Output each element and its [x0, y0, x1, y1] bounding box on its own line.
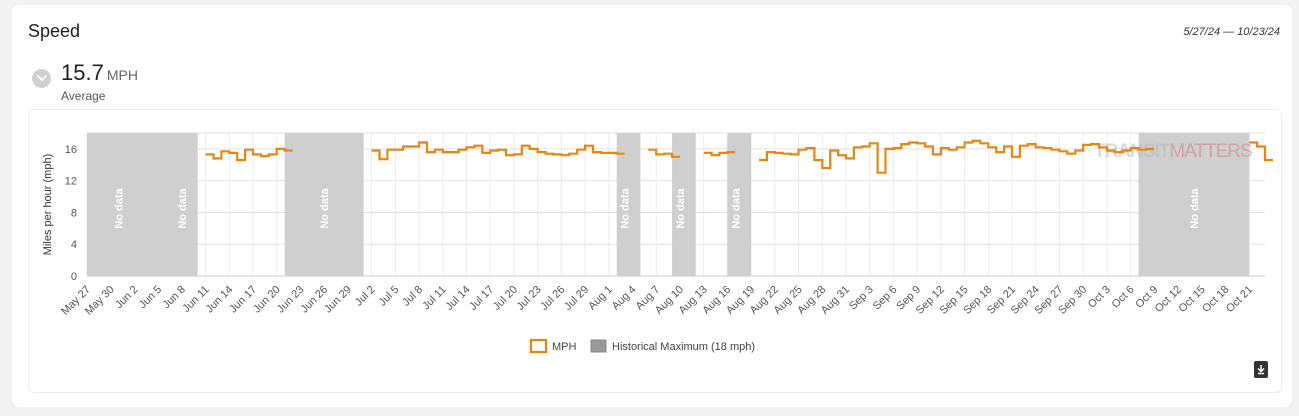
- mph-series-line: [1249, 141, 1273, 162]
- mph-series-line: [371, 141, 625, 161]
- no-data-region: [87, 133, 198, 276]
- no-data-label: No data: [114, 187, 126, 228]
- no-data-region: [284, 133, 364, 276]
- x-tick-label: Jul 14: [443, 284, 472, 313]
- y-tick-label: 12: [65, 176, 77, 188]
- x-tick-label: Jul 29: [562, 284, 591, 313]
- no-data-label: No data: [1189, 187, 1201, 228]
- x-tick-label: Jul 23: [515, 284, 544, 313]
- no-data-label: No data: [730, 187, 742, 228]
- average-speed: 15.7 MPH: [61, 60, 138, 86]
- no-data-label: No data: [620, 187, 632, 228]
- y-axis-title: Miles per hour (mph): [42, 154, 54, 255]
- y-tick-label: 8: [71, 207, 77, 219]
- mph-series-line: [759, 139, 1155, 174]
- x-tick-label: Jul 20: [491, 284, 520, 313]
- legend-label-mph: MPH: [552, 341, 577, 353]
- no-data-label: No data: [675, 187, 687, 228]
- x-tick-label: Oct 6: [1110, 284, 1137, 311]
- watermark-part2: MATTERS: [1169, 141, 1252, 162]
- x-tick-label: Jul 2: [353, 284, 378, 309]
- x-tick-label: Jun 2: [113, 284, 141, 312]
- average-speed-unit: MPH: [106, 67, 138, 83]
- download-button[interactable]: [1254, 361, 1268, 378]
- y-tick-label: 16: [65, 144, 77, 156]
- chart-container: 0 4 8 12 16 May 27 May 30 Jun 2 Jun 5 Jun 8 Jun 11…: [28, 109, 1282, 393]
- average-label: Average: [61, 89, 106, 103]
- x-tick-label: Jul 17: [467, 284, 496, 313]
- legend-swatch-mph: [529, 338, 548, 354]
- no-data-label: No data: [319, 187, 331, 228]
- x-tick-label: Sep 3: [847, 284, 876, 313]
- x-tick-label: Oct 3: [1086, 284, 1113, 311]
- no-data-region: [1138, 133, 1250, 276]
- chevron-down-icon: [36, 75, 47, 82]
- legend-swatch-historical-max: [590, 339, 607, 353]
- watermark-part1: TRANSIT: [1094, 141, 1171, 162]
- x-tick-label: Aug 1: [586, 284, 615, 313]
- mph-series-line: [703, 151, 736, 157]
- x-tick-label: Jul 5: [377, 284, 402, 309]
- x-tick-label: Aug 4: [610, 284, 639, 313]
- watermark-logo: TRANSITMATTERS: [1094, 141, 1252, 162]
- x-tick-label: Jun 29: [322, 284, 354, 316]
- download-icon: [1257, 365, 1265, 375]
- date-range: 5/27/24 — 10/23/24: [1183, 26, 1280, 38]
- x-tick-label: Jul 26: [538, 284, 567, 313]
- x-tick-label: Jul 11: [420, 284, 449, 313]
- x-tick-label: Jun 5: [137, 284, 165, 312]
- mph-series-line: [648, 148, 680, 158]
- no-data-region: [727, 133, 752, 276]
- x-tick-label: Oct 21: [1224, 284, 1255, 315]
- mph-series-line: [205, 147, 293, 162]
- average-speed-value: 15.7: [61, 60, 104, 85]
- y-tick-label: 4: [71, 239, 77, 251]
- legend-label-historical-max: Historical Maximum (18 mph): [612, 341, 755, 353]
- no-data-region: [672, 133, 696, 276]
- y-tick-label: 0: [71, 271, 77, 283]
- x-tick-label: Sep 6: [871, 284, 900, 313]
- no-data-region: [616, 133, 641, 276]
- collapse-toggle-button[interactable]: [32, 69, 51, 88]
- no-data-label: No data: [177, 187, 189, 228]
- speed-card: Speed 5/27/24 — 10/23/24 15.7 MPH Average…: [12, 5, 1292, 407]
- card-title: Speed: [28, 21, 81, 41]
